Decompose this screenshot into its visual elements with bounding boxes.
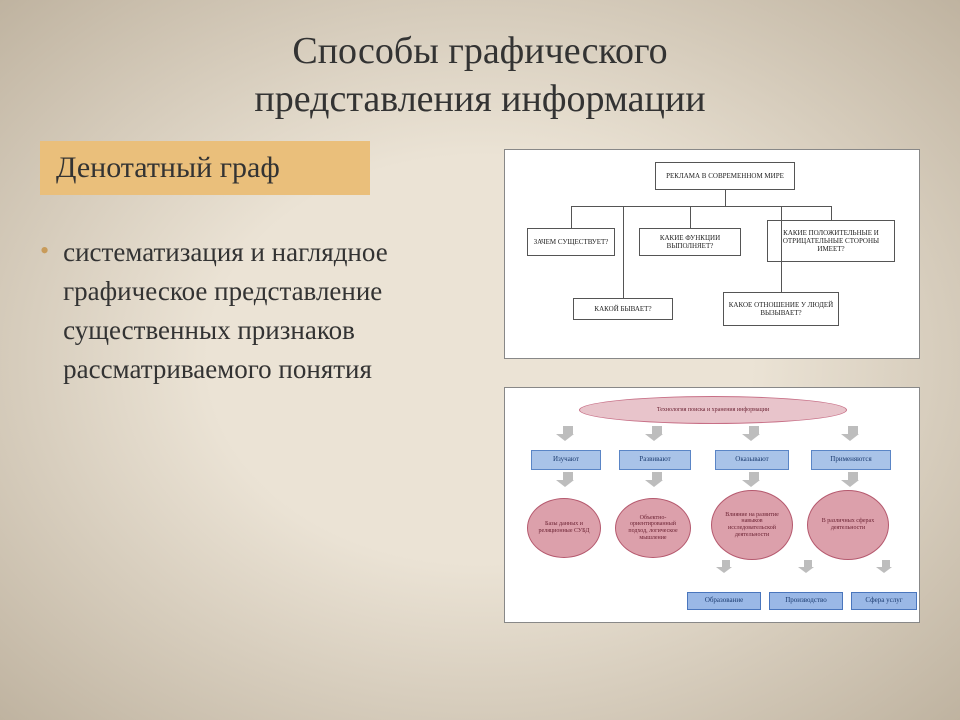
d2-level2-3: Применяются: [811, 450, 891, 470]
bullet-text: систематизация и наглядное графическое п…: [63, 233, 480, 390]
arrow-down-icon: [720, 560, 732, 573]
arrow-down-icon: [561, 426, 574, 441]
title-line-1: Способы графического: [292, 30, 667, 72]
d1-node-q1: ЗАЧЕМ СУЩЕСТВУЕТ?: [527, 228, 615, 256]
diagram-2-flowchart: Технология поиска и хранения информации И…: [504, 387, 920, 623]
arrow-down-icon: [747, 426, 760, 441]
arrow-down-icon: [802, 560, 814, 573]
arrow-down-icon: [846, 472, 859, 487]
d2-top-ellipse: Технология поиска и хранения информации: [579, 396, 847, 424]
arrow-down-icon: [650, 472, 663, 487]
d2-level4-0: Образование: [687, 592, 761, 610]
bullet-item: • систематизация и наглядное графическое…: [40, 233, 480, 390]
d2-level4-1: Производство: [769, 592, 843, 610]
bullet-dot-icon: •: [40, 237, 49, 266]
arrow-down-icon: [880, 560, 892, 573]
diagram-1-tree: РЕКЛАМА В СОВРЕМЕННОМ МИРЕ ЗАЧЕМ СУЩЕСТВУ…: [504, 149, 920, 359]
d2-level2-1: Развивают: [619, 450, 691, 470]
d1-node-q4: КАКОЙ БЫВАЕТ?: [573, 298, 673, 320]
arrow-down-icon: [846, 426, 859, 441]
title-line-2: представления информации: [254, 78, 705, 120]
d2-level3-0: Базы данных и реляционные СУБД: [527, 498, 601, 558]
subtitle-box: Денотатный граф: [40, 141, 370, 195]
d1-node-q2: КАКИЕ ФУНКЦИИ ВЫПОЛНЯЕТ?: [639, 228, 741, 256]
d2-level3-3: В различных сферах деятельности: [807, 490, 889, 560]
d1-node-q3: КАКИЕ ПОЛОЖИТЕЛЬНЫЕ И ОТРИЦАТЕЛЬНЫЕ СТОР…: [767, 220, 895, 262]
left-column: Денотатный граф • систематизация и нагля…: [40, 141, 480, 623]
arrow-down-icon: [561, 472, 574, 487]
d1-node-q5: КАКОЕ ОТНОШЕНИЕ У ЛЮДЕЙ ВЫЗЫВАЕТ?: [723, 292, 839, 326]
d2-level3-2: Влияние на развитие навыков исследовател…: [711, 490, 793, 560]
content-row: Денотатный граф • систематизация и нагля…: [0, 141, 960, 623]
d2-level2-2: Оказывают: [715, 450, 789, 470]
d2-level2-0: Изучают: [531, 450, 601, 470]
page-title: Способы графического представления инфор…: [0, 0, 960, 141]
arrow-down-icon: [650, 426, 663, 441]
arrow-down-icon: [747, 472, 760, 487]
d1-node-root: РЕКЛАМА В СОВРЕМЕННОМ МИРЕ: [655, 162, 795, 190]
d2-level4-2: Сфера услуг: [851, 592, 917, 610]
d2-level3-1: Объектно-ориентированный подход, логичес…: [615, 498, 691, 558]
right-column: РЕКЛАМА В СОВРЕМЕННОМ МИРЕ ЗАЧЕМ СУЩЕСТВУ…: [504, 141, 920, 623]
